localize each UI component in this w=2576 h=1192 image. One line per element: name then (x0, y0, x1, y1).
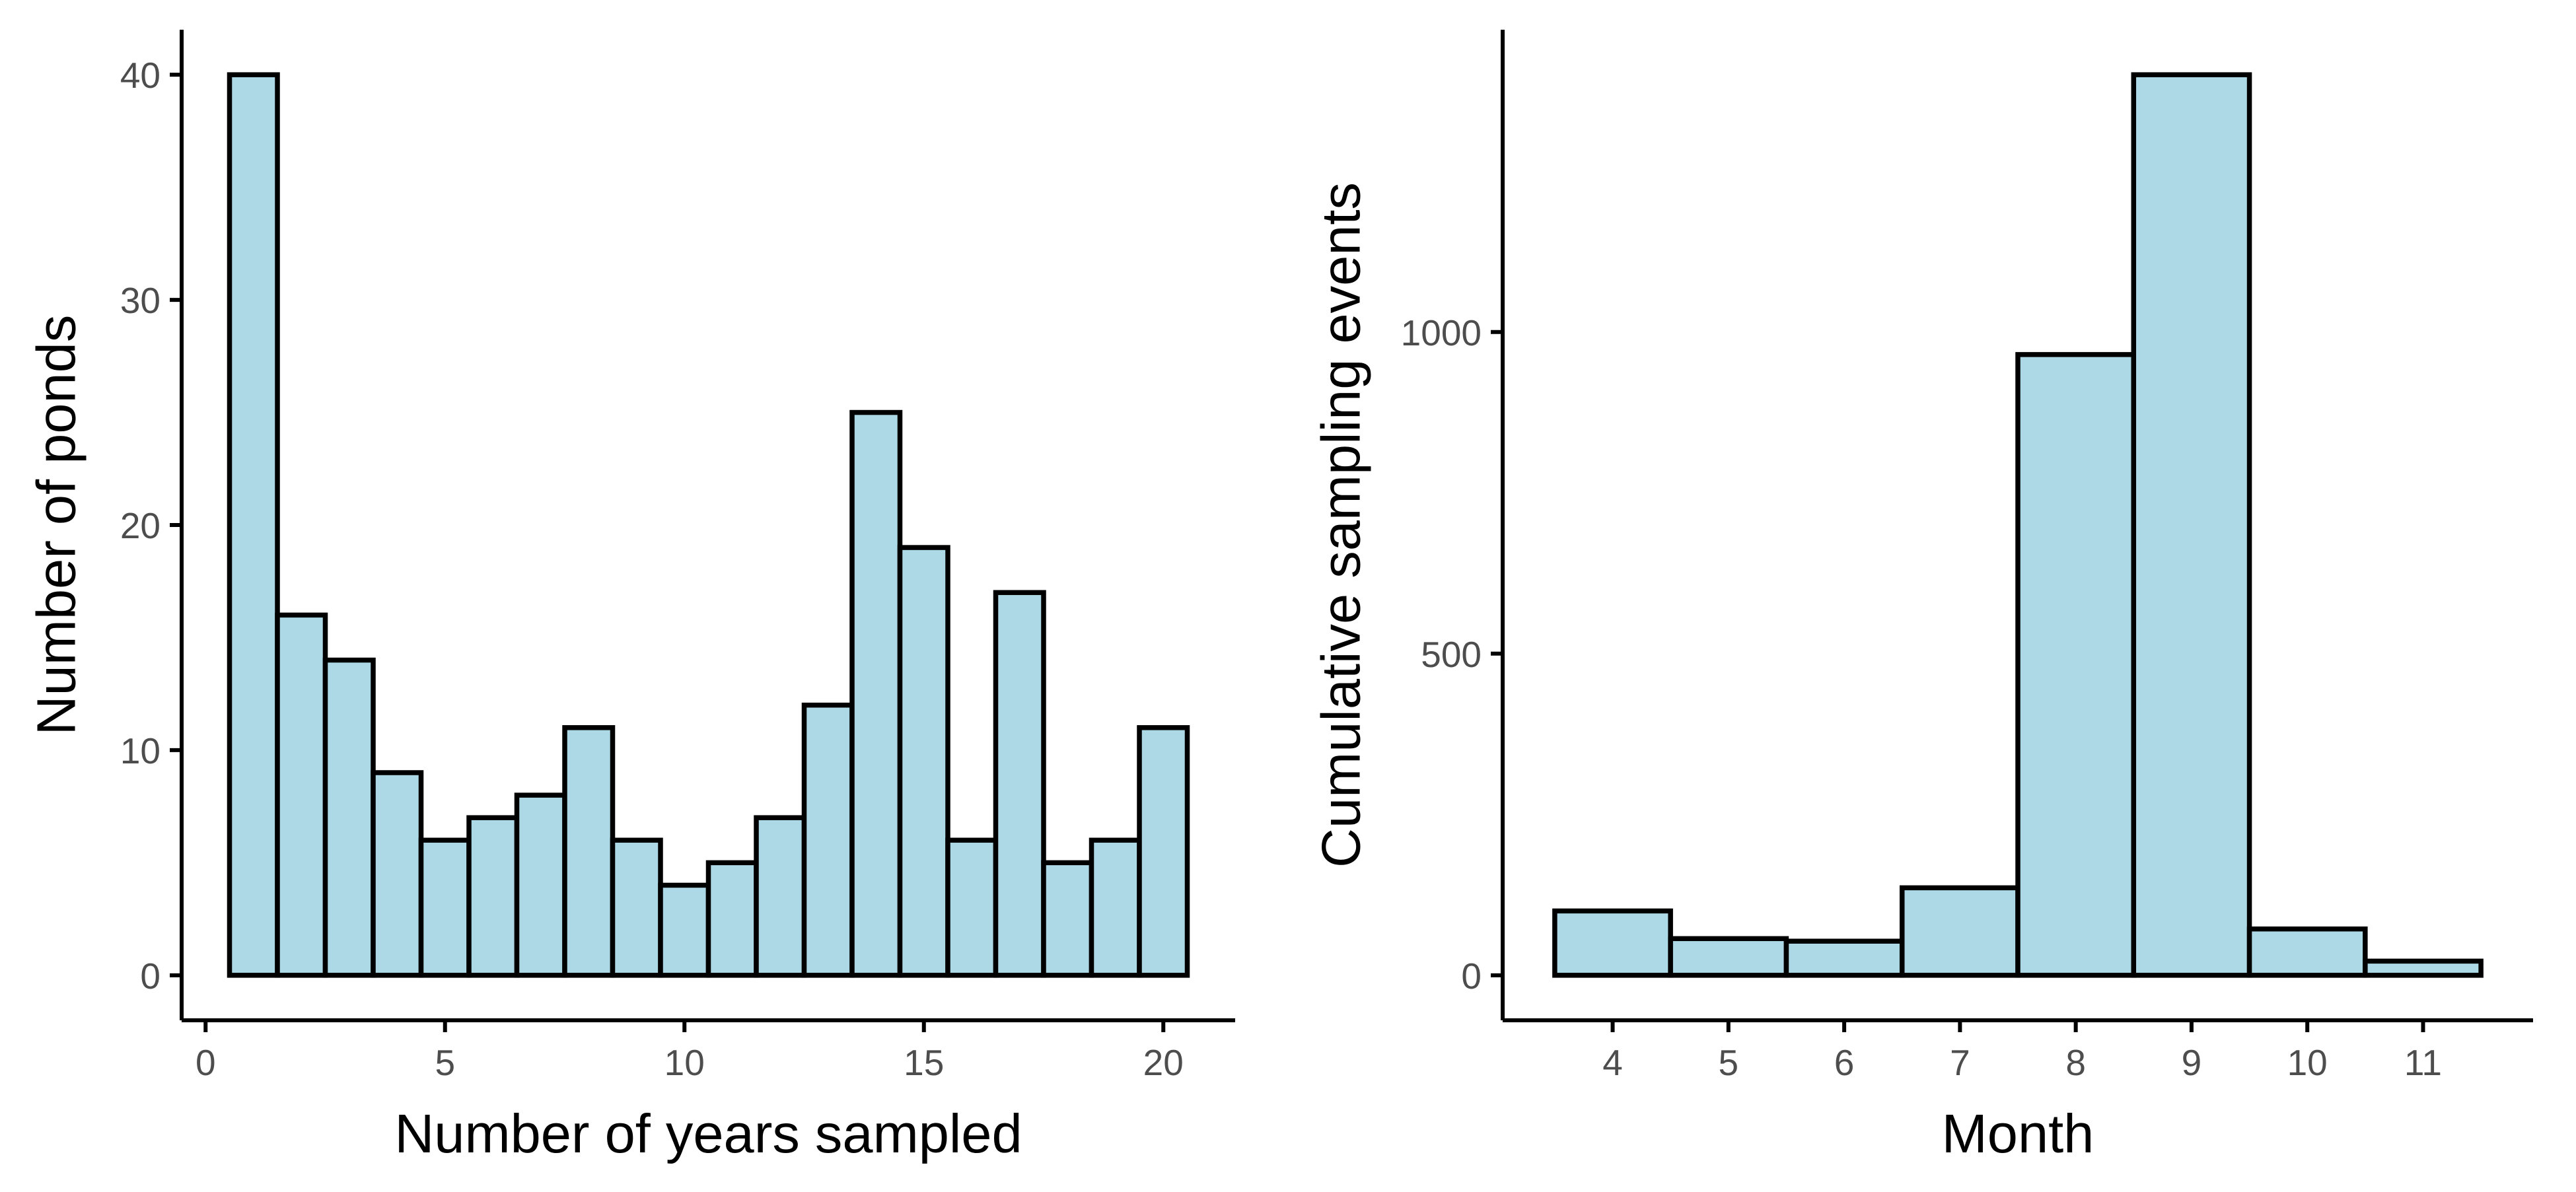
x-tick-label: 8 (2065, 1042, 2086, 1083)
bar (897, 545, 950, 978)
bar (1089, 837, 1142, 978)
bar (993, 590, 1046, 978)
x-ticks: 0 5 10 15 20 (196, 1020, 1184, 1083)
x-tick-label: 5 (435, 1042, 455, 1083)
bar (1899, 885, 2021, 978)
bar (2363, 958, 2484, 978)
bars-group (1552, 72, 2484, 978)
x-tick-label: 15 (904, 1042, 944, 1083)
bar (2015, 352, 2137, 978)
bar (466, 815, 520, 978)
x-tick-label: 10 (664, 1042, 705, 1083)
bar (1137, 725, 1190, 978)
chart-panel-months: 0 500 1000 4 5 6 7 8 9 10 11 Month Cumulative sam… (1310, 30, 2533, 1164)
y-ticks: 0 500 1000 (1401, 312, 1503, 997)
y-ticks: 0 10 20 30 40 (120, 55, 182, 997)
x-tick-label: 7 (1950, 1042, 1970, 1083)
chart-panel-years: 0 10 20 30 40 0 5 10 15 20 Number of years sampl… (26, 30, 1235, 1164)
x-tick-label: 11 (2404, 1042, 2442, 1083)
y-axis-title: Number of ponds (26, 315, 87, 736)
y-tick-label: 30 (120, 280, 161, 321)
y-axis-title: Cumulative sampling events (1310, 182, 1372, 868)
bar (705, 860, 759, 978)
y-tick-label: 500 (1421, 634, 1482, 675)
bar (2131, 72, 2252, 978)
bar (1041, 860, 1094, 978)
bar (322, 657, 376, 978)
y-tick-label: 10 (120, 730, 161, 771)
bar (371, 770, 424, 978)
y-tick-label: 0 (140, 956, 161, 997)
bar (514, 792, 567, 978)
x-tick-label: 6 (1834, 1042, 1855, 1083)
bar (1668, 936, 1789, 978)
x-axis-title: Number of years sampled (394, 1103, 1022, 1164)
bar (2246, 926, 2368, 978)
y-tick-label: 0 (1461, 956, 1482, 997)
bar (227, 72, 280, 978)
bar (945, 837, 999, 978)
bar (418, 837, 472, 978)
bar (1552, 908, 1673, 978)
bar (562, 725, 616, 978)
x-tick-label: 20 (1143, 1042, 1184, 1083)
bar (754, 815, 807, 978)
bar (1783, 938, 1905, 978)
y-tick-label: 40 (120, 55, 161, 96)
bar (801, 702, 855, 978)
x-tick-label: 9 (2182, 1042, 2202, 1083)
x-tick-label: 10 (2287, 1042, 2328, 1083)
x-axis-title: Month (1942, 1103, 2094, 1164)
bar (610, 837, 663, 978)
x-tick-label: 0 (196, 1042, 216, 1083)
bars-group (227, 72, 1190, 978)
bar (275, 612, 328, 978)
bar (849, 409, 903, 978)
x-tick-label: 5 (1719, 1042, 1739, 1083)
x-tick-label: 4 (1602, 1042, 1623, 1083)
y-tick-label: 20 (120, 505, 161, 546)
y-tick-label: 1000 (1401, 312, 1482, 353)
bar (658, 882, 711, 978)
x-ticks: 4 5 6 7 8 9 10 11 (1602, 1020, 2442, 1083)
